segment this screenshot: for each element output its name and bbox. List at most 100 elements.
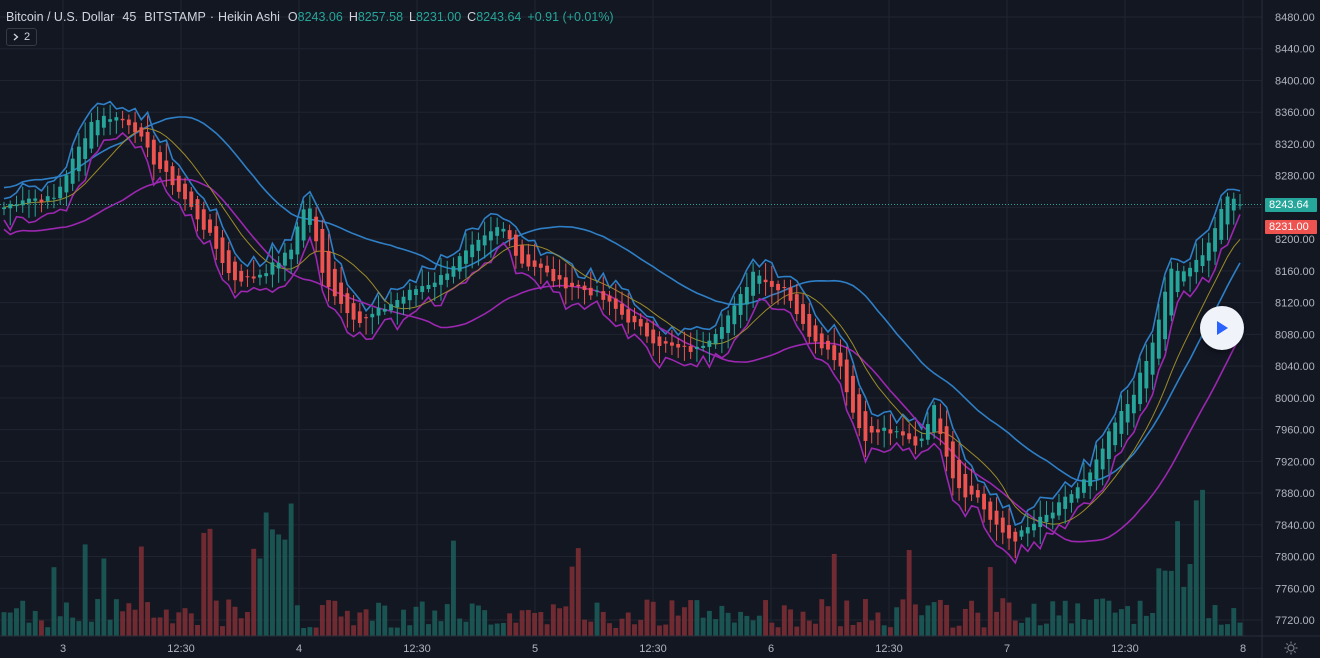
volume-bar bbox=[407, 625, 413, 636]
volume-bar bbox=[569, 566, 575, 636]
candle-body bbox=[120, 118, 125, 121]
volume-bar bbox=[394, 627, 400, 636]
candle-body bbox=[70, 158, 75, 184]
price-axis-label: 7760.00 bbox=[1275, 583, 1315, 595]
volume-bar bbox=[1237, 622, 1243, 636]
volume-bar bbox=[1193, 500, 1199, 636]
volume-bar bbox=[869, 620, 875, 636]
volume-bar bbox=[644, 599, 650, 636]
volume-bar bbox=[388, 627, 394, 636]
chart-settings-button[interactable] bbox=[1262, 638, 1320, 658]
volume-bar bbox=[956, 625, 962, 636]
candle-body bbox=[126, 119, 131, 126]
volume-bar bbox=[813, 623, 818, 636]
volume-bar bbox=[126, 603, 132, 636]
volume-bar bbox=[382, 605, 388, 636]
volume-bar bbox=[688, 600, 694, 636]
candle-body bbox=[526, 254, 531, 267]
candle-body bbox=[1100, 448, 1105, 470]
candle-body bbox=[1050, 512, 1055, 519]
volume-bar bbox=[532, 612, 538, 636]
volume-bar bbox=[288, 503, 294, 636]
volume-bar bbox=[1037, 625, 1043, 636]
symbol-name[interactable]: Bitcoin / U.S. Dollar bbox=[6, 10, 115, 24]
price-axis-label: 8360.00 bbox=[1275, 107, 1315, 119]
candle-body bbox=[1194, 259, 1199, 273]
low-label: L bbox=[409, 10, 416, 24]
volume-bar bbox=[88, 621, 94, 636]
volume-bar bbox=[245, 612, 250, 636]
indicators-toggle-button[interactable]: 2 bbox=[6, 28, 38, 46]
volume-bar bbox=[1187, 564, 1193, 636]
volume-bar bbox=[488, 624, 494, 636]
volume-bar bbox=[900, 599, 906, 636]
volume-bar bbox=[257, 558, 263, 636]
candle-body bbox=[751, 271, 756, 296]
volume-bar bbox=[1137, 600, 1143, 636]
candle-body bbox=[364, 317, 368, 319]
candle-body bbox=[851, 375, 855, 413]
volume-bar bbox=[107, 619, 113, 636]
volume-bar bbox=[513, 622, 519, 636]
price-axis[interactable] bbox=[1262, 0, 1320, 658]
upper-high-line bbox=[3, 100, 1241, 527]
candle-body bbox=[282, 252, 287, 266]
candle-body bbox=[888, 429, 893, 434]
price-axis-label: 8000.00 bbox=[1275, 393, 1315, 405]
volume-bar bbox=[719, 605, 725, 636]
candle-body bbox=[445, 273, 450, 280]
volume-bar bbox=[301, 627, 307, 636]
candle-body bbox=[576, 284, 581, 287]
play-button[interactable] bbox=[1200, 306, 1244, 350]
volume-bar bbox=[607, 623, 612, 636]
time-axis-label: 4 bbox=[296, 643, 302, 655]
candle-body bbox=[370, 313, 375, 318]
candle-body bbox=[670, 342, 674, 346]
candle-body bbox=[264, 273, 269, 277]
volume-bar bbox=[1156, 568, 1162, 636]
volume-bar bbox=[76, 621, 82, 636]
volume-bar bbox=[469, 603, 475, 636]
candle-body bbox=[782, 287, 787, 289]
candle-body bbox=[33, 198, 38, 201]
candle-body bbox=[470, 244, 475, 258]
chevron-right-icon bbox=[13, 33, 19, 41]
candle-body bbox=[1119, 411, 1124, 434]
volume-bar bbox=[700, 617, 706, 636]
time-axis-label: 12:30 bbox=[167, 643, 195, 655]
candle-body bbox=[763, 279, 768, 283]
interval[interactable]: 45 bbox=[122, 10, 137, 24]
volume-bar bbox=[1069, 623, 1074, 636]
volume-bar bbox=[1150, 612, 1156, 636]
candle-body bbox=[757, 275, 762, 284]
candle-body bbox=[645, 322, 649, 337]
candle-body bbox=[270, 262, 275, 275]
volume-bar bbox=[962, 608, 968, 636]
candle-body bbox=[907, 433, 912, 440]
candle-body bbox=[651, 329, 656, 344]
volume-bar bbox=[856, 622, 862, 636]
volume-bar bbox=[794, 626, 800, 636]
volume-bar bbox=[251, 548, 257, 636]
candle-body bbox=[208, 219, 212, 233]
candle-body bbox=[551, 269, 556, 282]
volume-bar bbox=[413, 606, 419, 636]
price-axis-label: 8320.00 bbox=[1275, 139, 1315, 151]
candle-body bbox=[8, 203, 13, 209]
candle-body bbox=[788, 287, 793, 301]
candle-body bbox=[794, 294, 799, 315]
candle-body bbox=[701, 345, 706, 348]
volume-bar bbox=[775, 627, 781, 636]
time-axis-labels[interactable]: 3 12:30 4 12:30 5 12:30 6 12:30 7 12:30 8 bbox=[60, 643, 1246, 655]
candle-body bbox=[801, 304, 805, 324]
candle-body bbox=[994, 510, 999, 525]
candle-body bbox=[595, 290, 599, 292]
volume-bar bbox=[588, 621, 594, 636]
volume-bar bbox=[282, 539, 288, 636]
open-value: 8243.06 bbox=[297, 10, 343, 24]
volume-bar bbox=[975, 612, 981, 636]
candle-body bbox=[1013, 531, 1018, 542]
candle-body bbox=[145, 131, 150, 148]
price-axis-label: 8080.00 bbox=[1275, 329, 1315, 341]
